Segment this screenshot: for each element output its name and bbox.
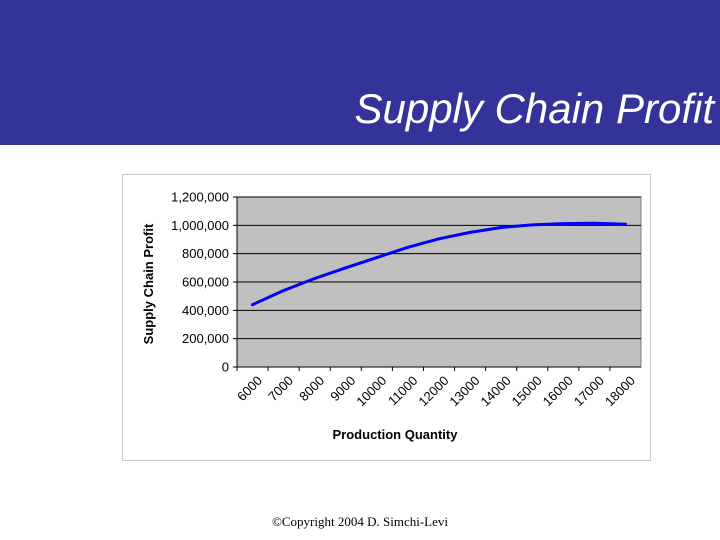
- chart-frame: 0 200,000 400,000 600,000 800,000 1,000,000 1,…: [122, 174, 651, 461]
- y-tick-label: 0: [222, 360, 229, 375]
- title-banner: [0, 0, 720, 145]
- x-tick-label: 15000: [509, 373, 545, 409]
- x-tick-label: 11000: [385, 373, 420, 408]
- y-tick-label: 400,000: [182, 303, 229, 318]
- x-tick-label: 10000: [353, 373, 389, 409]
- data-point: [499, 226, 503, 229]
- data-point: [592, 221, 596, 225]
- data-point: [251, 303, 254, 307]
- data-point: [375, 256, 379, 260]
- data-point: [468, 231, 472, 234]
- data-point: [437, 237, 441, 241]
- x-tick-label: 16000: [540, 373, 576, 409]
- x-tick-label: 17000: [571, 373, 607, 409]
- data-point: [406, 245, 410, 249]
- data-point: [313, 277, 317, 280]
- data-point: [282, 289, 286, 292]
- data-point: [530, 223, 534, 227]
- y-tick-label: 1,200,000: [171, 190, 229, 205]
- y-tick-label: 800,000: [182, 246, 229, 261]
- y-tick-label: 1,000,000: [171, 218, 229, 233]
- x-tick-label: 7000: [265, 373, 296, 404]
- x-tick-label: 14000: [478, 373, 514, 409]
- x-tick-label: 18000: [602, 373, 638, 409]
- y-tick-label: 200,000: [182, 331, 229, 346]
- x-tick-label: 8000: [296, 373, 327, 404]
- x-tick-label: 13000: [446, 373, 482, 409]
- copyright-footer: ©Copyright 2004 D. Simchi-Levi: [272, 514, 448, 529]
- slide-title: Supply Chain Profit: [354, 85, 714, 132]
- x-axis-title: Production Quantity: [333, 427, 459, 442]
- y-axis-title: Supply Chain Profit: [141, 223, 156, 344]
- x-tick-label: 12000: [415, 373, 451, 409]
- y-tick-label: 600,000: [182, 275, 229, 290]
- data-point: [561, 222, 565, 226]
- data-point: [624, 222, 627, 226]
- data-point: [344, 266, 348, 270]
- profit-chart: 0 200,000 400,000 600,000 800,000 1,000,000 1,…: [141, 190, 642, 442]
- x-tick-label: 6000: [234, 373, 265, 404]
